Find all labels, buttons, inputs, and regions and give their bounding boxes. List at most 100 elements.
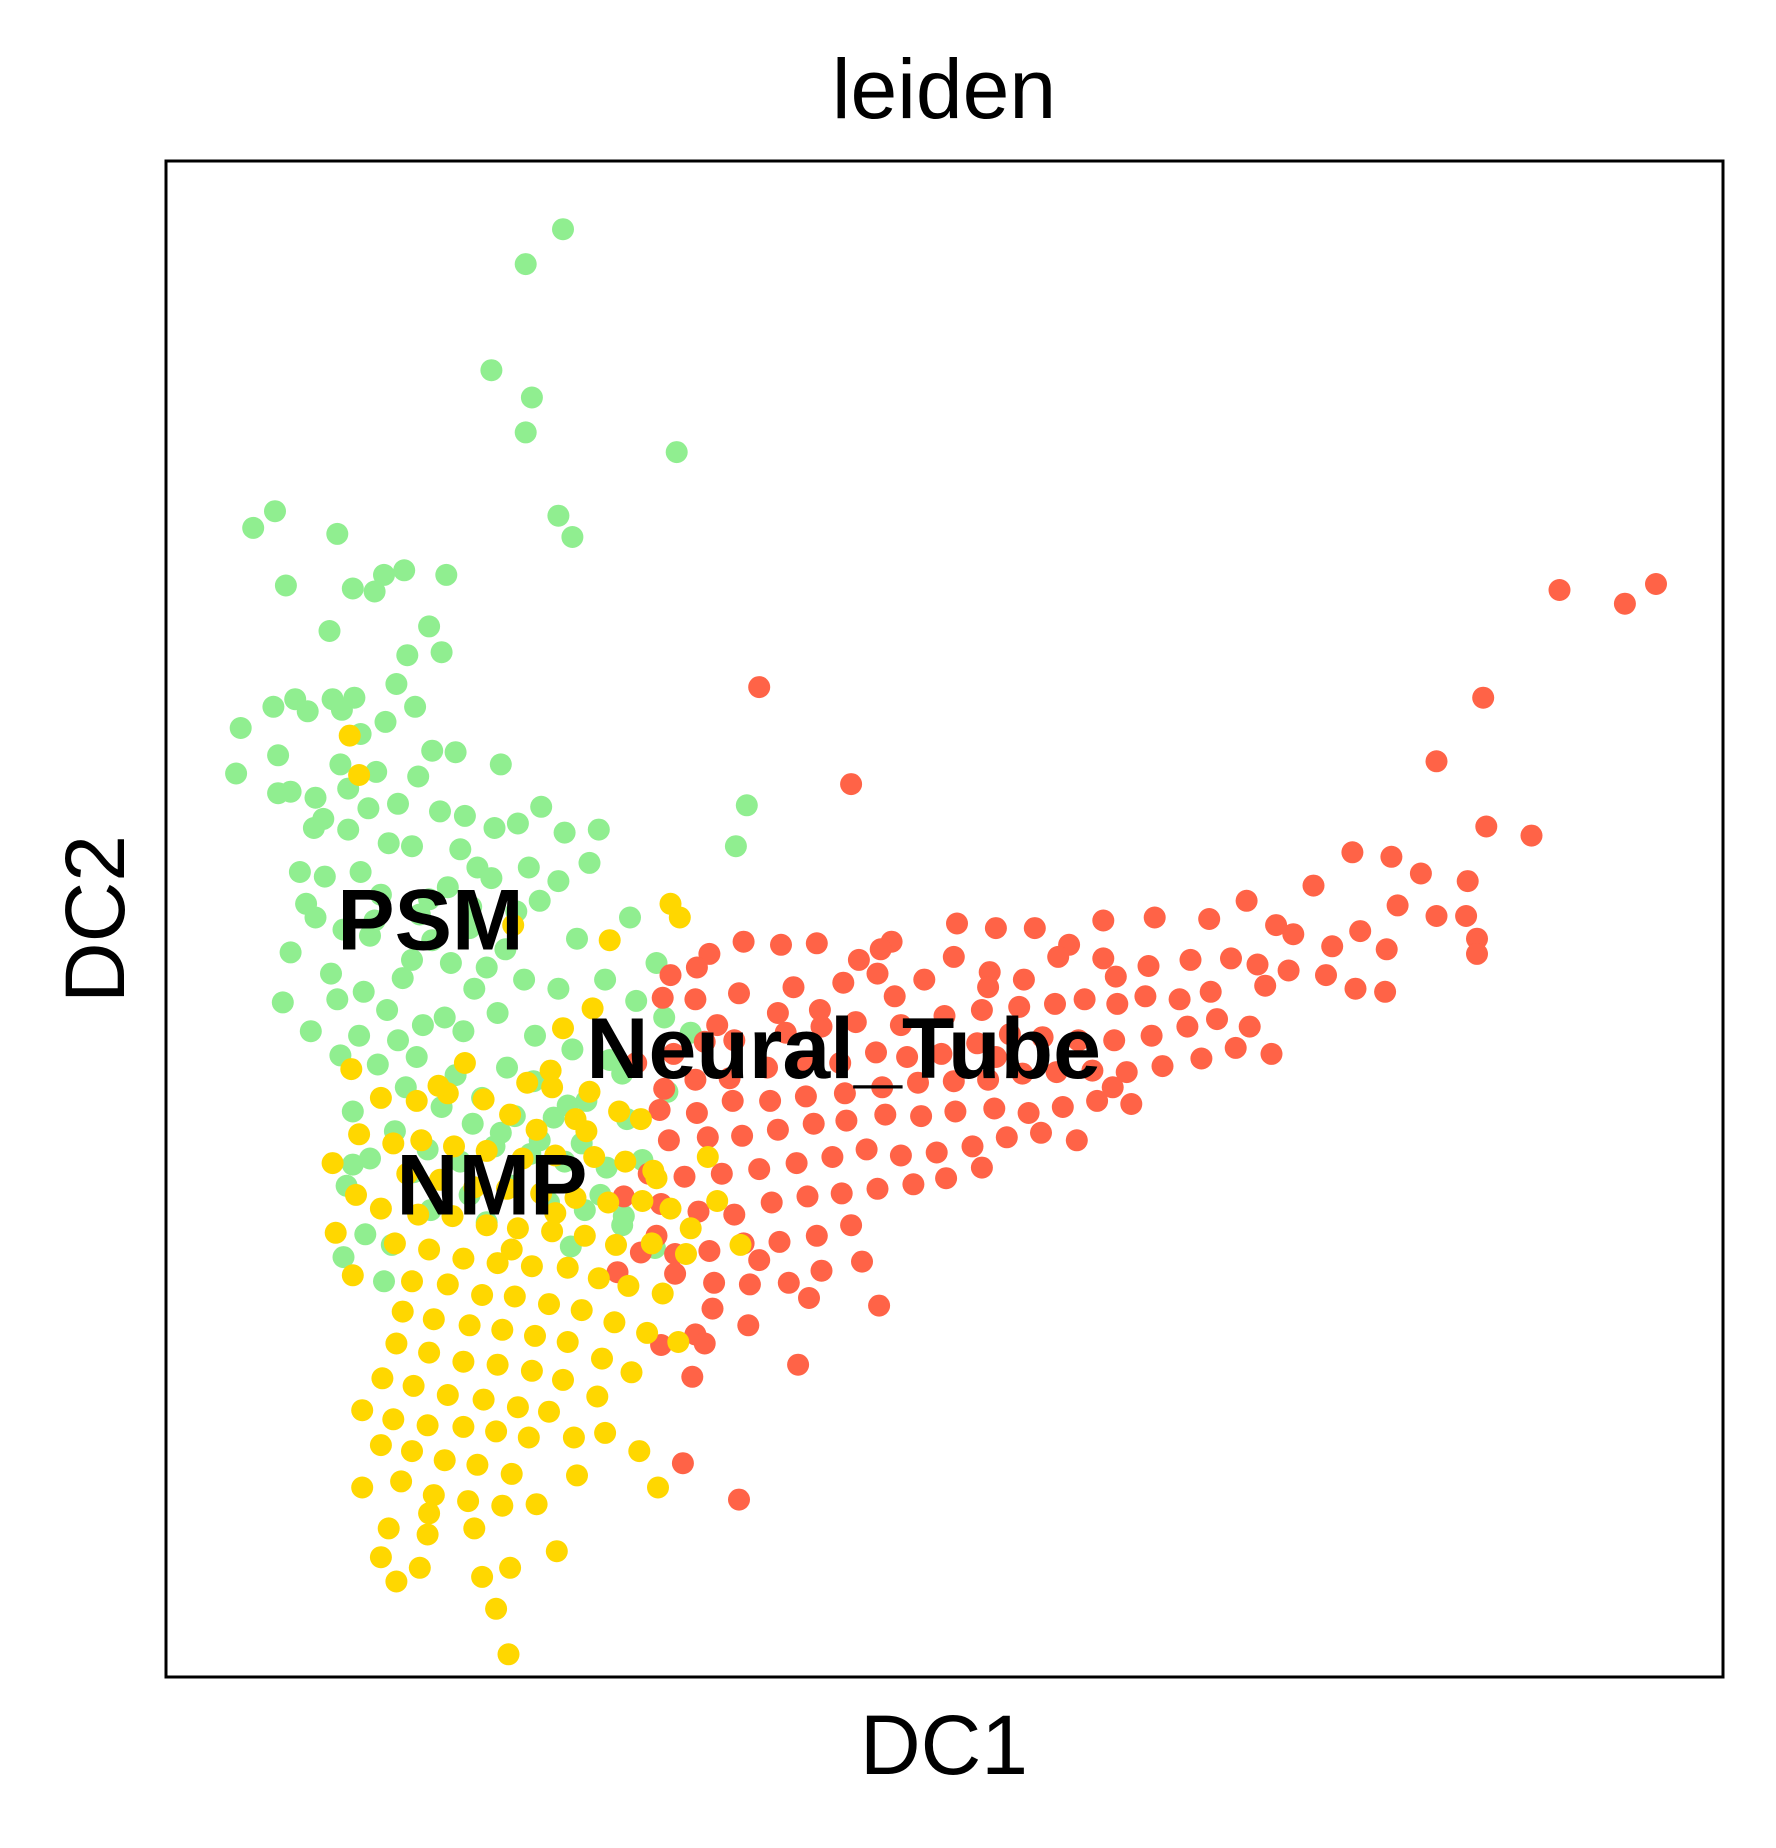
point-psm-32 — [225, 762, 248, 785]
point-neural-tube-77 — [684, 1068, 707, 1091]
point-psm-28 — [374, 710, 397, 733]
point-neural-tube-24 — [1235, 889, 1258, 912]
point-nmp-102 — [422, 1484, 445, 1507]
point-neural-tube-174 — [808, 999, 831, 1021]
point-nmp-124 — [729, 1233, 752, 1256]
point-psm-9 — [242, 516, 265, 539]
point-psm-143 — [391, 967, 414, 990]
point-nmp-109 — [369, 1546, 392, 1569]
point-psm-146 — [363, 909, 386, 932]
point-nmp-123 — [706, 1190, 729, 1212]
point-nmp-55 — [436, 1273, 459, 1296]
point-nmp-86 — [416, 1414, 439, 1437]
point-psm-52 — [377, 832, 400, 855]
point-neural-tube-144 — [796, 1185, 819, 1208]
point-neural-tube-31 — [946, 912, 968, 935]
point-psm-14 — [373, 563, 395, 586]
point-nmp-135 — [525, 1118, 548, 1141]
point-neural-tube-22 — [1282, 923, 1305, 946]
point-nmp-53 — [651, 1282, 674, 1305]
point-psm-72 — [513, 968, 536, 991]
point-nmp-132 — [427, 1074, 450, 1097]
point-nmp-108 — [463, 1517, 486, 1540]
point-psm-91 — [366, 1053, 389, 1076]
point-neural-tube-161 — [810, 1259, 833, 1282]
point-neural-tube-168 — [681, 1365, 704, 1388]
plot-frame — [164, 159, 1725, 1679]
point-psm-120 — [611, 1214, 634, 1237]
point-psm-10 — [326, 522, 349, 545]
point-neural-tube-169 — [787, 1353, 810, 1376]
point-nmp-88 — [485, 1420, 508, 1443]
point-neural-tube-165 — [798, 1287, 820, 1309]
point-neural-tube-173 — [728, 1488, 750, 1511]
point-neural-tube-25 — [1198, 908, 1221, 930]
point-psm-85 — [561, 1038, 584, 1061]
point-nmp-129 — [581, 997, 604, 1020]
point-nmp-58 — [538, 1293, 560, 1316]
point-nmp-40 — [541, 1220, 564, 1243]
point-psm-42 — [530, 795, 553, 818]
point-neural-tube-52 — [1137, 955, 1160, 977]
point-neural-tube-15 — [1425, 905, 1448, 927]
point-neural-tube-134 — [785, 1152, 808, 1175]
point-neural-tube-130 — [925, 1141, 948, 1164]
point-neural-tube-49 — [1012, 968, 1035, 991]
point-psm-107 — [359, 1147, 381, 1170]
point-nmp-16 — [382, 1132, 405, 1155]
point-neural-tube-67 — [1008, 995, 1031, 1018]
point-neural-tube-112 — [657, 1129, 680, 1152]
point-neural-tube-180 — [766, 1002, 789, 1024]
point-nmp-85 — [382, 1408, 405, 1431]
point-neural-tube-164 — [737, 1314, 760, 1337]
point-neural-tube-100 — [1045, 1061, 1068, 1084]
point-psm-16 — [363, 580, 386, 603]
point-psm-138 — [547, 870, 570, 893]
point-nmp-87 — [452, 1415, 475, 1438]
point-neural-tube-143 — [760, 1191, 783, 1214]
point-neural-tube-102 — [977, 1068, 1000, 1091]
point-nmp-127 — [539, 1059, 562, 1082]
point-neural-tube-23 — [1265, 914, 1288, 937]
point-neural-tube-5 — [1425, 750, 1448, 773]
point-psm-140 — [288, 861, 311, 883]
point-neural-tube-118 — [874, 1103, 897, 1126]
point-nmp-131 — [321, 1152, 344, 1175]
point-psm-136 — [483, 817, 506, 839]
point-neural-tube-55 — [1246, 953, 1269, 976]
points-layer — [225, 218, 1667, 1666]
point-nmp-111 — [385, 1570, 408, 1593]
point-neural-tube-154 — [698, 1240, 721, 1262]
point-neural-tube-72 — [810, 1015, 833, 1038]
point-neural-tube-64 — [1106, 992, 1129, 1015]
point-nmp-79 — [402, 1374, 425, 1397]
point-nmp-94 — [500, 1462, 523, 1485]
point-nmp-120 — [608, 1100, 631, 1123]
point-neural-tube-59 — [1374, 980, 1397, 1003]
point-nmp-23 — [614, 1150, 637, 1173]
point-neural-tube-36 — [732, 930, 755, 953]
point-psm-64 — [619, 906, 641, 929]
point-psm-62 — [528, 889, 551, 912]
point-neural-tube-70 — [889, 1014, 912, 1037]
point-neural-tube-17 — [1466, 927, 1488, 950]
point-neural-tube-40 — [651, 986, 674, 1009]
point-nmp-51 — [587, 1267, 610, 1290]
point-psm-99 — [341, 1100, 364, 1123]
point-neural-tube-110 — [685, 1102, 708, 1124]
point-neural-tube-73 — [774, 1021, 797, 1044]
point-neural-tube-2 — [1645, 573, 1667, 595]
point-neural-tube-111 — [648, 1099, 671, 1121]
point-neural-tube-122 — [1017, 1102, 1040, 1124]
point-neural-tube-136 — [710, 1162, 733, 1185]
point-neural-tube-69 — [933, 1005, 956, 1027]
point-neural-tube-78 — [718, 1067, 741, 1090]
point-neural-tube-88 — [1067, 1029, 1090, 1052]
point-neural-tube-126 — [1065, 1129, 1088, 1152]
point-nmp-128 — [552, 1017, 574, 1040]
point-psm-18 — [318, 620, 341, 642]
point-nmp-7 — [340, 1058, 363, 1081]
point-nmp-63 — [391, 1300, 414, 1323]
point-nmp-52 — [617, 1274, 640, 1297]
point-neural-tube-95 — [1224, 1036, 1247, 1059]
